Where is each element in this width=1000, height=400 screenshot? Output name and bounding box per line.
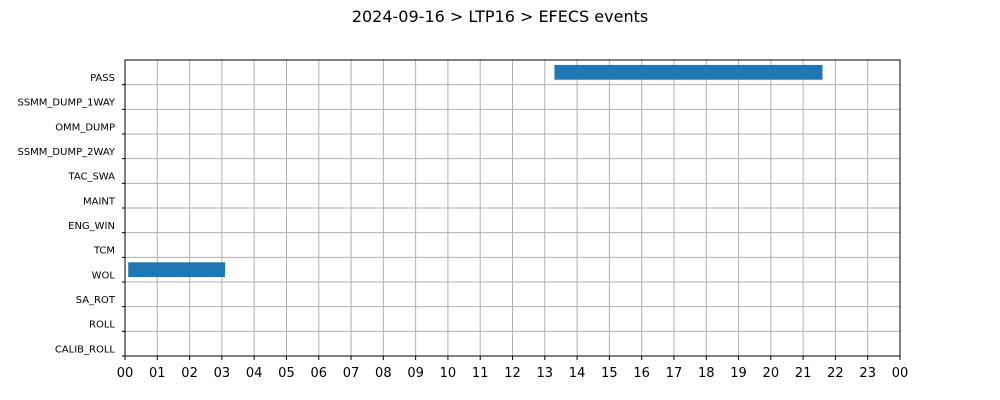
x-tick-label: 00 — [892, 366, 909, 381]
x-tick-label: 14 — [569, 366, 586, 381]
x-tick-label: 03 — [214, 366, 231, 381]
chart-title: 2024-09-16 > LTP16 > EFECS events — [352, 7, 648, 26]
x-tick-label: 12 — [504, 366, 521, 381]
x-tick-label: 21 — [795, 366, 812, 381]
x-axis: 00 01 02 03 04 05 06 07 08 09 10 11 12 13 14 15 16 17 18 19… — [117, 356, 909, 381]
x-tick-label: 23 — [859, 366, 876, 381]
y-tick-label: TAC_SWA — [67, 172, 115, 183]
x-tick-label: 16 — [633, 366, 650, 381]
bars-layer — [128, 64, 823, 278]
event-bar-pass — [554, 64, 823, 80]
x-tick-label: 08 — [375, 366, 392, 381]
x-tick-label: 19 — [730, 366, 747, 381]
x-tick-label: 06 — [310, 366, 327, 381]
x-tick-label: 04 — [246, 366, 263, 381]
event-bar-wol — [128, 262, 226, 278]
y-tick-label: SSMM_DUMP_2WAY — [17, 147, 115, 158]
x-tick-label: 17 — [666, 366, 683, 381]
y-tick-label: SA_ROT — [76, 295, 116, 306]
x-tick-label: 22 — [827, 366, 844, 381]
x-tick-label: 02 — [181, 366, 198, 381]
x-tick-label: 18 — [698, 366, 715, 381]
x-tick-label: 13 — [537, 366, 554, 381]
y-tick-label: SSMM_DUMP_1WAY — [17, 98, 115, 109]
y-tick-label: PASS — [90, 73, 115, 84]
y-tick-label: WOL — [92, 270, 116, 281]
y-tick-label: ENG_WIN — [68, 221, 115, 232]
y-tick-label: TCM — [93, 246, 115, 257]
x-tick-label: 07 — [343, 366, 360, 381]
x-tick-label: 05 — [278, 366, 295, 381]
x-tick-label: 00 — [117, 366, 134, 381]
x-tick-label: 15 — [601, 366, 618, 381]
y-tick-label: MAINT — [83, 196, 116, 207]
x-tick-label: 09 — [407, 366, 424, 381]
y-tick-label: ROLL — [89, 320, 115, 331]
grid-layer — [125, 60, 900, 356]
x-tick-label: 11 — [472, 366, 489, 381]
x-tick-label: 01 — [149, 366, 166, 381]
x-tick-label: 10 — [440, 366, 457, 381]
y-tick-label: OMM_DUMP — [55, 122, 115, 133]
y-tick-label: CALIB_ROLL — [55, 344, 116, 355]
y-axis: PASS SSMM_DUMP_1WAY OMM_DUMP SSMM_DUMP_2WAY… — [17, 73, 125, 357]
x-tick-label: 20 — [763, 366, 780, 381]
